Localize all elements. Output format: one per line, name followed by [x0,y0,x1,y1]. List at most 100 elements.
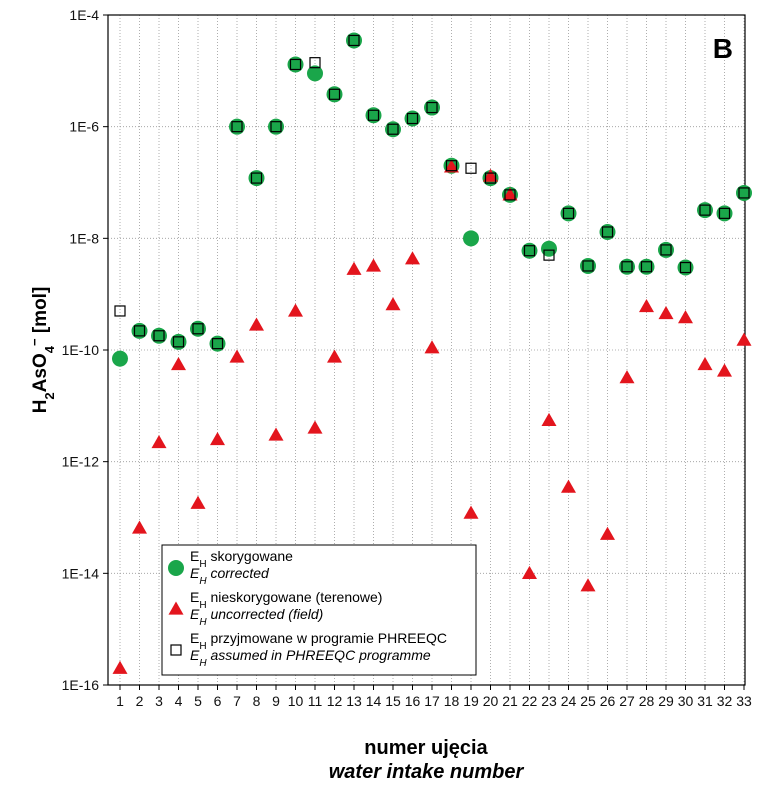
circle-point [112,350,128,367]
x-tick-label: 19 [463,693,479,709]
square-point [348,34,360,47]
triangle-point [483,168,498,182]
square-point [270,121,282,133]
triangle-point [600,526,615,540]
legend-triangle-icon [168,601,184,615]
series-square [114,34,750,350]
y-tick-label: 1E-8 [69,230,99,246]
circle-point [170,333,187,350]
legend-circle-icon [168,560,184,576]
x-tick-label: 9 [272,693,280,709]
x-tick-label: 31 [697,693,713,709]
square-point [660,244,672,256]
triangle-point [405,251,420,265]
circle-point [229,118,245,135]
circle-point [151,327,167,344]
triangle-point [678,310,693,324]
legend-label-en: EH corrected [190,565,270,587]
series-triangle [112,159,752,674]
square-point [192,323,204,335]
square-point [582,260,594,272]
triangle-point [385,297,401,311]
circle-point [346,32,362,49]
legend-label-en: EH uncorrected (field) [190,606,323,628]
x-tick-label: 29 [658,693,674,709]
y-ticks: 1E-4 1E-6 1E-8 1E-10 1E-12 1E-14 1E-16 [62,7,108,693]
square-point [445,160,458,172]
x-tick-label: 32 [717,693,733,709]
y-tick-label: 1E-10 [62,342,100,358]
square-point [211,338,224,350]
x-tick-label: 28 [639,693,655,709]
circle-point [580,257,596,274]
circle-point [658,241,674,258]
triangle-point [249,317,264,331]
square-point [133,325,146,337]
series-circle [112,32,752,367]
x-tick-label: 24 [561,693,577,709]
square-point [387,123,399,135]
x-tick-label: 10 [288,693,304,709]
legend-label: EH nieskorygowane (terenowe) [190,589,382,611]
circle-point [404,110,421,127]
x-axis-label: numer ujęcia [364,737,488,759]
circle-point [736,184,752,201]
triangle-point [424,340,440,354]
triangle-point [190,495,206,509]
square-point [309,57,321,69]
x-tick-label: 26 [600,693,616,709]
square-point [543,249,555,261]
square-point [328,88,341,100]
circle-point [287,56,304,73]
y-tick-label: 1E-4 [69,7,99,23]
triangle-point [210,431,225,446]
x-ticks: 1 2 3 4 5 6 7 8 9 10 11 12 13 14 15 16 17 18 19 20 21 22 23 24 2… [116,685,752,709]
square-point [504,189,516,201]
circle-point [463,230,479,247]
square-point [172,336,185,348]
square-point [465,162,477,174]
triangle-point [366,258,381,272]
square-point [231,121,243,133]
x-tick-label: 2 [136,693,144,709]
square-point [484,172,497,184]
triangle-point [346,261,362,275]
square-point [601,226,614,238]
x-tick-label: 25 [580,693,596,709]
x-tick-label: 1 [116,693,124,709]
square-point [621,261,633,273]
triangle-point [717,363,732,377]
x-tick-label: 4 [175,693,183,709]
panel-label: B [713,33,733,64]
square-point [738,187,750,199]
y-tick-label: 1E-16 [62,677,100,693]
legend-label-en: EH assumed in PHREEQC programme [190,647,431,669]
circle-point [560,205,577,222]
circle-point [697,202,713,219]
x-tick-label: 30 [678,693,694,709]
circle-point [716,205,733,222]
x-tick-label: 22 [522,693,538,709]
x-tick-label: 33 [736,693,752,709]
circle-point [268,118,284,135]
x-tick-label: 11 [308,693,323,709]
circle-point [307,65,323,82]
circle-point [326,86,343,103]
circle-point [677,259,694,276]
triangle-point [736,332,752,346]
square-point [679,261,692,274]
x-tick-label: 23 [541,693,557,709]
x-tick-label: 14 [366,693,382,709]
circle-point [541,240,557,257]
legend-label: EH skorygowane [190,548,293,570]
square-point [153,330,165,342]
data-marks [112,32,752,674]
x-tick-label: 18 [444,693,460,709]
circle-point [521,242,538,259]
square-point [114,305,126,317]
triangle-point [268,427,284,441]
square-point [426,101,438,114]
legend-box [161,544,477,676]
triangle-point [541,412,557,426]
